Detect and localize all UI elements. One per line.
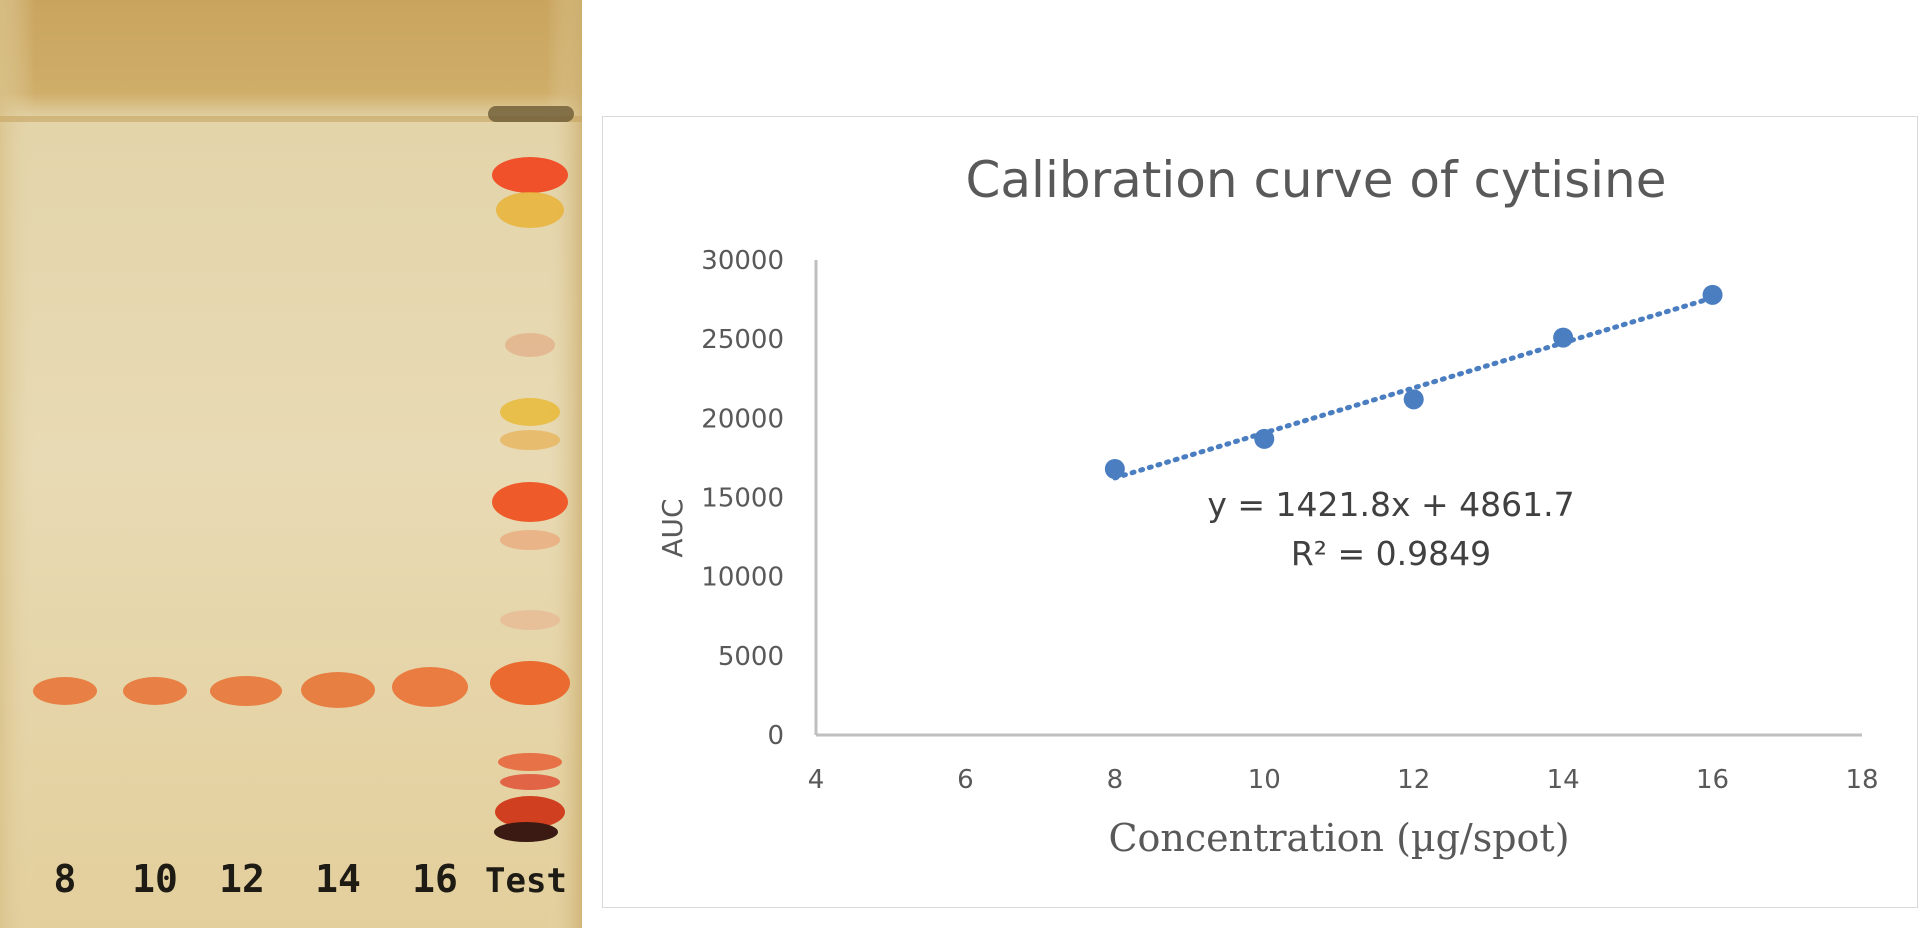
y-tick-label: 5000 (718, 642, 784, 672)
y-tick-label: 30000 (701, 246, 784, 276)
trendline (1115, 298, 1713, 478)
x-tick-label: 10 (1248, 765, 1281, 795)
y-axis-label: AUC (656, 498, 689, 557)
y-tick-label: 20000 (701, 404, 784, 434)
data-point (1254, 429, 1274, 449)
data-point (1703, 285, 1723, 305)
y-axis-ticks: 0 5000 10000 15000 20000 25000 30000 (701, 246, 784, 751)
x-tick-label: 18 (1845, 765, 1878, 795)
lane-label-test: Test (485, 861, 567, 901)
data-point (1105, 459, 1125, 479)
y-tick-label: 10000 (701, 563, 784, 593)
x-axis-label: Concentration (µg/spot) (1108, 816, 1569, 860)
lane-label-8: 8 (54, 857, 77, 901)
x-axis-ticks: 4 6 8 10 12 14 16 18 (808, 765, 1879, 795)
data-point (1553, 328, 1573, 348)
spot-12 (210, 676, 282, 706)
trendline-equation: y = 1421.8x + 4861.7 (1207, 485, 1574, 524)
lane-label-12: 12 (219, 857, 265, 901)
x-tick-label: 8 (1107, 765, 1124, 795)
y-tick-label: 25000 (701, 325, 784, 355)
spot-10 (123, 677, 187, 705)
x-tick-label: 4 (808, 765, 825, 795)
x-tick-label: 6 (957, 765, 974, 795)
x-tick-label: 14 (1547, 765, 1580, 795)
spot-14 (301, 672, 375, 708)
spot-8 (33, 677, 97, 705)
lane-label-10: 10 (132, 857, 178, 901)
lane-label-16: 16 (412, 857, 458, 901)
y-tick-label: 0 (767, 721, 784, 751)
y-tick-label: 15000 (701, 484, 784, 514)
calibration-chart: Calibration curve of cytisine 0 5000 10000… (602, 116, 1918, 908)
spot-16 (392, 667, 468, 707)
chart-title: Calibration curve of cytisine (966, 151, 1667, 209)
x-tick-label: 16 (1696, 765, 1729, 795)
lane-label-14: 14 (315, 857, 361, 901)
trendline-r2: R² = 0.9849 (1291, 534, 1491, 573)
data-point (1404, 389, 1424, 409)
x-tick-label: 12 (1397, 765, 1430, 795)
data-points (1105, 285, 1723, 479)
tlc-plate-image: 8 10 12 14 16 Test (0, 0, 582, 928)
